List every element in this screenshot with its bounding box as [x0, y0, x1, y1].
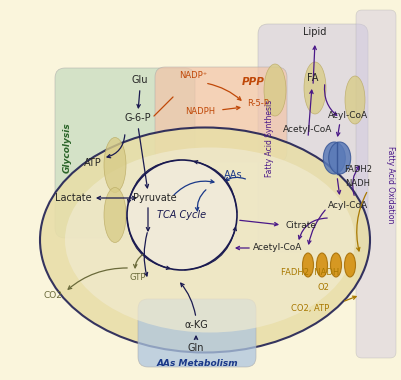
- Text: FADH2, NADH: FADH2, NADH: [281, 268, 339, 277]
- Text: Acyl-CoA: Acyl-CoA: [328, 201, 368, 209]
- Text: G-6-P: G-6-P: [125, 113, 151, 123]
- Text: CO2, ATP: CO2, ATP: [291, 304, 329, 312]
- Text: Acetyl-CoA: Acetyl-CoA: [284, 125, 333, 135]
- Text: Lipid: Lipid: [303, 27, 327, 37]
- Text: FADH2: FADH2: [344, 166, 372, 174]
- Ellipse shape: [316, 253, 328, 277]
- Text: Fatty Acid Synthesis: Fatty Acid Synthesis: [265, 100, 273, 177]
- Text: Pyruvate: Pyruvate: [133, 193, 177, 203]
- Text: Acetyl-CoA: Acetyl-CoA: [253, 244, 303, 252]
- Text: R-5-P: R-5-P: [247, 98, 269, 108]
- Ellipse shape: [330, 253, 342, 277]
- Text: Lactate: Lactate: [55, 193, 91, 203]
- FancyBboxPatch shape: [55, 68, 195, 238]
- Ellipse shape: [104, 138, 126, 193]
- Text: GTP: GTP: [130, 274, 146, 282]
- Text: Gln: Gln: [188, 343, 204, 353]
- Text: α-KG: α-KG: [184, 320, 208, 330]
- Text: NADPH: NADPH: [185, 108, 215, 117]
- Ellipse shape: [323, 142, 345, 174]
- Text: NADH: NADH: [346, 179, 371, 187]
- Ellipse shape: [344, 253, 356, 277]
- Text: Fatty Acid Oxidation: Fatty Acid Oxidation: [387, 146, 395, 224]
- FancyBboxPatch shape: [356, 10, 396, 358]
- Text: TCA Cycle: TCA Cycle: [158, 210, 207, 220]
- FancyBboxPatch shape: [258, 24, 368, 252]
- Ellipse shape: [264, 64, 286, 116]
- Text: AAs Metabolism: AAs Metabolism: [156, 358, 238, 367]
- Text: Glycolysis: Glycolysis: [63, 123, 71, 173]
- Text: Glu: Glu: [132, 75, 148, 85]
- Text: Citrate: Citrate: [285, 220, 316, 230]
- FancyBboxPatch shape: [138, 299, 256, 367]
- Ellipse shape: [302, 253, 314, 277]
- Text: Acyl-CoA: Acyl-CoA: [328, 111, 368, 119]
- Ellipse shape: [304, 62, 326, 114]
- Ellipse shape: [40, 128, 370, 353]
- Text: FA: FA: [307, 73, 319, 83]
- Ellipse shape: [329, 142, 351, 174]
- Circle shape: [127, 160, 237, 270]
- Ellipse shape: [345, 76, 365, 124]
- Ellipse shape: [65, 147, 355, 332]
- FancyBboxPatch shape: [155, 67, 287, 162]
- Text: ATP: ATP: [84, 158, 102, 168]
- Text: O2: O2: [317, 282, 329, 291]
- Ellipse shape: [104, 187, 126, 242]
- Text: CO2: CO2: [44, 290, 63, 299]
- Text: NADP⁺: NADP⁺: [179, 71, 207, 81]
- Text: AAs: AAs: [224, 170, 242, 180]
- Text: PPP: PPP: [241, 77, 264, 87]
